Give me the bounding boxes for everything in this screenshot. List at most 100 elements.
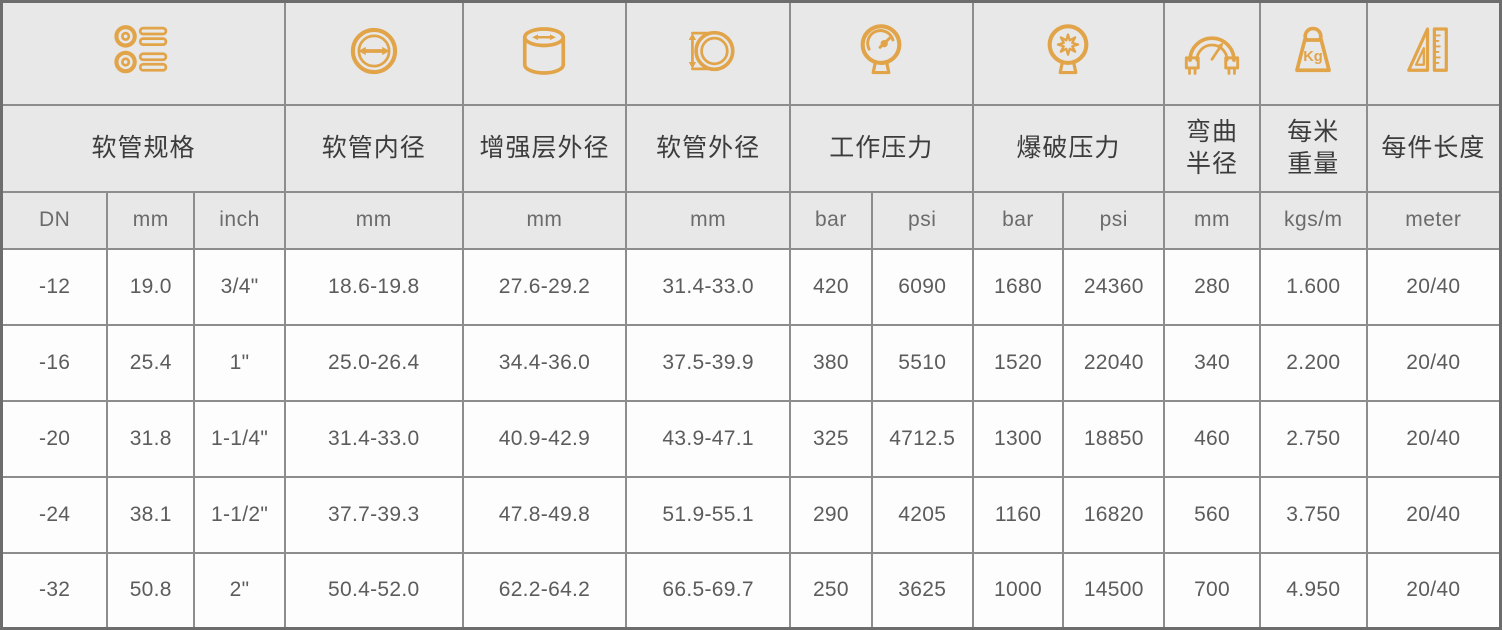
ruler-length-icon: [1400, 18, 1466, 84]
data-cell: -24: [0, 475, 109, 554]
data-cell: 62.2-64.2: [461, 551, 628, 630]
group-header: 软管内径: [283, 103, 464, 193]
data-cell: 20/40: [1365, 247, 1502, 326]
icon-cell: [971, 0, 1166, 106]
data-cell: 4712.5: [870, 399, 974, 478]
data-cell: 19.0: [106, 247, 196, 326]
data-cell: 31.4-33.0: [283, 399, 464, 478]
icon-cell: [461, 0, 628, 106]
data-cell: 34.4-36.0: [461, 323, 628, 402]
svg-text:Kg: Kg: [1304, 49, 1324, 65]
unit-header: mm: [461, 190, 628, 250]
data-cell: -12: [0, 247, 109, 326]
data-cell: 14500: [1062, 551, 1166, 630]
data-cell: 25.4: [106, 323, 196, 402]
data-cell: 20/40: [1365, 551, 1502, 630]
group-header-row: 软管规格 软管内径 增强层外径 软管外径 工作压力 爆破压力 弯曲 半径 每米 重量 每件长度: [0, 103, 1502, 193]
icon-cell: Kg: [1258, 0, 1368, 106]
kg-weight-icon: Kg: [1280, 18, 1346, 84]
unit-header: inch: [193, 190, 286, 250]
data-cell: -16: [0, 323, 109, 402]
unit-header: mm: [106, 190, 196, 250]
unit-header: psi: [1062, 190, 1166, 250]
data-cell: 4.950: [1258, 551, 1368, 630]
data-cell: 18850: [1062, 399, 1166, 478]
data-cell: 31.4-33.0: [625, 247, 791, 326]
data-cell: 47.8-49.8: [461, 475, 628, 554]
data-cell: 66.5-69.7: [625, 551, 791, 630]
table-row: -20 31.8 1-1/4" 31.4-33.0 40.9-42.9 43.9-47.1…: [0, 399, 1502, 478]
data-cell: 250: [789, 551, 873, 630]
data-cell: 1-1/2": [193, 475, 286, 554]
unit-header-row: DN mm inch mm mm mm bar psi bar psi mm kgs/m meter: [0, 190, 1502, 250]
data-cell: 24360: [1062, 247, 1166, 326]
data-cell: 700: [1163, 551, 1261, 630]
data-cell: 4205: [870, 475, 974, 554]
data-cell: -20: [0, 399, 109, 478]
data-cell: 50.4-52.0: [283, 551, 464, 630]
icon-header-row: Kg: [0, 0, 1502, 106]
group-header: 爆破压力: [971, 103, 1166, 193]
data-cell: 5510: [870, 323, 974, 402]
data-cell: 37.7-39.3: [283, 475, 464, 554]
data-cell: 40.9-42.9: [461, 399, 628, 478]
inner-diameter-icon: [341, 18, 407, 84]
group-header: 软管外径: [625, 103, 791, 193]
icon-cell: [789, 0, 974, 106]
data-cell: 16820: [1062, 475, 1166, 554]
group-header: 弯曲 半径: [1163, 103, 1261, 193]
data-cell: 280: [1163, 247, 1261, 326]
data-cell: 1300: [971, 399, 1065, 478]
data-cell: 20/40: [1365, 323, 1502, 402]
data-cell: 1520: [971, 323, 1065, 402]
data-cell: 43.9-47.1: [625, 399, 791, 478]
icon-cell: [283, 0, 464, 106]
unit-header: psi: [870, 190, 974, 250]
table-body: -12 19.0 3/4" 18.6-19.8 27.6-29.2 31.4-33.0 42…: [0, 247, 1502, 630]
data-cell: 380: [789, 323, 873, 402]
unit-header: kgs/m: [1258, 190, 1368, 250]
reinforcement-od-icon: [511, 18, 577, 84]
burst-pressure-gauge-icon: [1035, 18, 1101, 84]
group-header: 每件长度: [1365, 103, 1502, 193]
data-cell: 1-1/4": [193, 399, 286, 478]
unit-header: mm: [625, 190, 791, 250]
data-cell: 20/40: [1365, 475, 1502, 554]
data-cell: 1": [193, 323, 286, 402]
unit-header: meter: [1365, 190, 1502, 250]
data-cell: 290: [789, 475, 873, 554]
data-cell: 2": [193, 551, 286, 630]
outer-diameter-icon: [675, 18, 741, 84]
data-cell: 38.1: [106, 475, 196, 554]
data-cell: 2.200: [1258, 323, 1368, 402]
icon-cell: [1163, 0, 1261, 106]
data-cell: 1000: [971, 551, 1065, 630]
icon-cell: [1365, 0, 1502, 106]
table-row: -16 25.4 1" 25.0-26.4 34.4-36.0 37.5-39.9 380 5…: [0, 323, 1502, 402]
unit-header: bar: [971, 190, 1065, 250]
unit-header: mm: [283, 190, 464, 250]
group-header: 软管规格: [0, 103, 286, 193]
group-header: 每米 重量: [1258, 103, 1368, 193]
data-cell: -32: [0, 551, 109, 630]
icon-cell: [0, 0, 286, 106]
data-cell: 325: [789, 399, 873, 478]
table-row: -12 19.0 3/4" 18.6-19.8 27.6-29.2 31.4-33.0 42…: [0, 247, 1502, 326]
data-cell: 340: [1163, 323, 1261, 402]
data-cell: 31.8: [106, 399, 196, 478]
data-cell: 3/4": [193, 247, 286, 326]
data-cell: 18.6-19.8: [283, 247, 464, 326]
unit-header: mm: [1163, 190, 1261, 250]
table-row: -24 38.1 1-1/2" 37.7-39.3 47.8-49.8 51.9-55.1…: [0, 475, 1502, 554]
data-cell: 50.8: [106, 551, 196, 630]
data-cell: 6090: [870, 247, 974, 326]
data-cell: 560: [1163, 475, 1261, 554]
data-cell: 1160: [971, 475, 1065, 554]
group-header: 增强层外径: [461, 103, 628, 193]
group-header: 工作压力: [789, 103, 974, 193]
data-cell: 1.600: [1258, 247, 1368, 326]
data-cell: 2.750: [1258, 399, 1368, 478]
data-cell: 3625: [870, 551, 974, 630]
data-cell: 25.0-26.4: [283, 323, 464, 402]
